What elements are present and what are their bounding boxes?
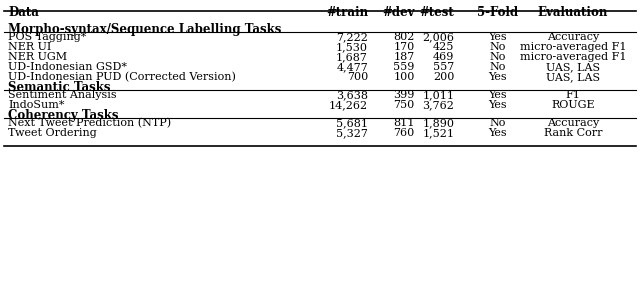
Text: 2,006: 2,006 [422, 32, 454, 42]
Text: Yes: Yes [488, 90, 508, 100]
Text: 1,521: 1,521 [422, 128, 454, 138]
Text: 5-Fold: 5-Fold [477, 6, 518, 19]
Text: 187: 187 [394, 52, 415, 62]
Text: 1,530: 1,530 [336, 42, 368, 52]
Text: Semantic Tasks: Semantic Tasks [8, 81, 111, 94]
Text: 200: 200 [433, 72, 454, 82]
Text: No: No [490, 42, 506, 52]
Text: 5,681: 5,681 [336, 118, 368, 128]
Text: #test: #test [420, 6, 454, 19]
Text: IndoSum*: IndoSum* [8, 100, 65, 110]
Text: 4,477: 4,477 [336, 62, 368, 72]
Text: NER UGM: NER UGM [8, 52, 67, 62]
Text: Tweet Ordering: Tweet Ordering [8, 128, 97, 138]
Text: UAS, LAS: UAS, LAS [546, 72, 600, 82]
Text: POS Tagging*: POS Tagging* [8, 32, 86, 42]
Text: 557: 557 [433, 62, 454, 72]
Text: 469: 469 [433, 52, 454, 62]
Text: Data: Data [8, 6, 39, 19]
Text: 399: 399 [394, 90, 415, 100]
Text: #train: #train [326, 6, 368, 19]
Text: 14,262: 14,262 [329, 100, 368, 110]
Text: micro-averaged F1: micro-averaged F1 [520, 42, 626, 52]
Text: 3,762: 3,762 [422, 100, 454, 110]
Text: #dev: #dev [382, 6, 415, 19]
Text: Yes: Yes [488, 100, 508, 110]
Text: No: No [490, 62, 506, 72]
Text: Yes: Yes [488, 32, 508, 42]
Text: 1,011: 1,011 [422, 90, 454, 100]
Text: Yes: Yes [488, 128, 508, 138]
Text: No: No [490, 52, 506, 62]
Text: NER UI: NER UI [8, 42, 52, 52]
Text: micro-averaged F1: micro-averaged F1 [520, 52, 626, 62]
Text: F1: F1 [565, 90, 580, 100]
Text: 802: 802 [394, 32, 415, 42]
Text: UD-Indonesian GSD*: UD-Indonesian GSD* [8, 62, 127, 72]
Text: UAS, LAS: UAS, LAS [546, 62, 600, 72]
Text: 760: 760 [394, 128, 415, 138]
Text: 1,687: 1,687 [336, 52, 368, 62]
Text: 750: 750 [394, 100, 415, 110]
Text: UD-Indonesian PUD (Corrected Version): UD-Indonesian PUD (Corrected Version) [8, 72, 236, 82]
Text: Evaluation: Evaluation [538, 6, 608, 19]
Text: 100: 100 [394, 72, 415, 82]
Text: 425: 425 [433, 42, 454, 52]
Text: Accuracy: Accuracy [547, 118, 599, 128]
Text: 700: 700 [347, 72, 368, 82]
Text: Sentiment Analysis: Sentiment Analysis [8, 90, 117, 100]
Text: Next Tweet Prediction (NTP): Next Tweet Prediction (NTP) [8, 118, 172, 128]
Text: ROUGE: ROUGE [551, 100, 595, 110]
Text: 170: 170 [394, 42, 415, 52]
Text: Morpho-syntax/Sequence Labelling Tasks: Morpho-syntax/Sequence Labelling Tasks [8, 23, 282, 36]
Text: Coherency Tasks: Coherency Tasks [8, 109, 119, 122]
Text: 3,638: 3,638 [336, 90, 368, 100]
Text: 811: 811 [394, 118, 415, 128]
Text: Rank Corr: Rank Corr [543, 128, 602, 138]
Text: No: No [490, 118, 506, 128]
Text: 559: 559 [394, 62, 415, 72]
Text: 5,327: 5,327 [336, 128, 368, 138]
Text: 7,222: 7,222 [336, 32, 368, 42]
Text: Accuracy: Accuracy [547, 32, 599, 42]
Text: 1,890: 1,890 [422, 118, 454, 128]
Text: Yes: Yes [488, 72, 508, 82]
